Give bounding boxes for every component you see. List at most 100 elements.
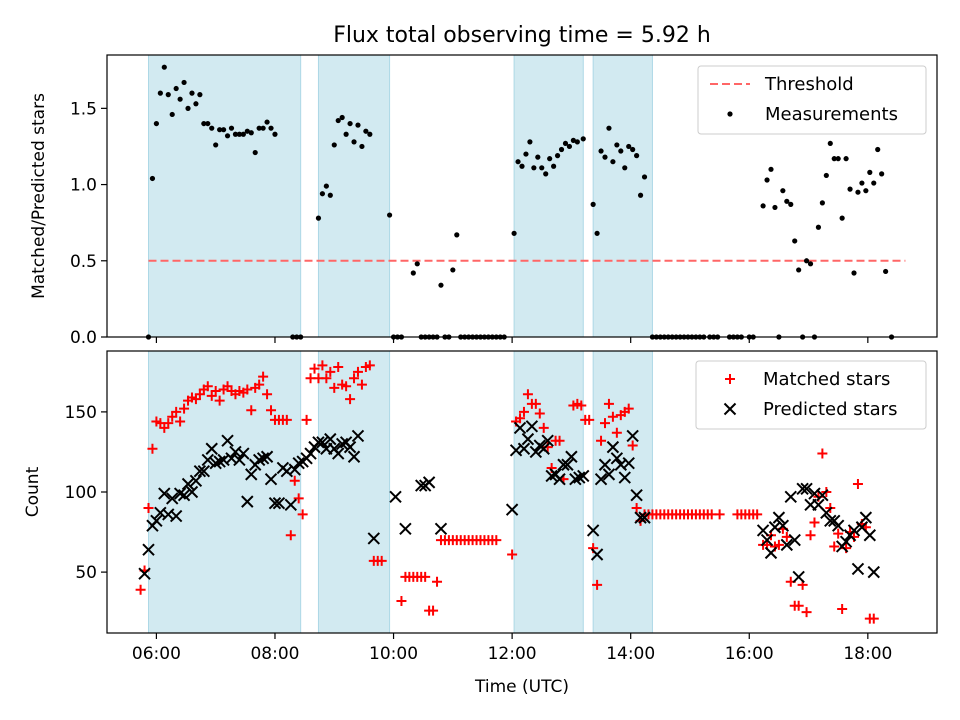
matched-star-point — [592, 579, 603, 590]
count-y-axis: 50 100 150 — [65, 403, 107, 583]
matched-star-point — [333, 362, 344, 373]
predicted-star-point — [389, 490, 402, 504]
predicted-star-point — [209, 456, 222, 470]
predicted-star-point — [859, 511, 873, 524]
measurement-point — [315, 215, 322, 221]
matched-star-point — [534, 408, 545, 419]
matched-star-point — [289, 475, 300, 486]
predicted-star-point — [205, 442, 218, 455]
measurement-point — [454, 232, 460, 238]
matched-star-point — [135, 584, 146, 595]
measurement-point — [606, 125, 612, 131]
measurements-legend-label: Measurements — [765, 104, 898, 125]
measurement-point — [566, 143, 573, 150]
measurement-point — [839, 215, 845, 221]
matched-star-point — [258, 371, 269, 382]
measurement-point — [531, 165, 537, 171]
observing-window-band — [148, 350, 302, 634]
predicted-star-point — [553, 472, 566, 486]
measurement-point — [792, 238, 798, 244]
predicted-star-point — [189, 474, 203, 487]
measurement-point — [244, 128, 250, 134]
matched-star-point — [352, 366, 363, 377]
measurement-point — [527, 139, 533, 145]
predicted-star-point — [847, 524, 861, 537]
predicted-star-point — [618, 471, 631, 484]
matched-star-point — [281, 414, 292, 425]
matched-star-point — [396, 595, 407, 606]
ratio-legend-box — [697, 65, 927, 135]
matched-star-point — [179, 403, 190, 414]
predicted-star-point — [800, 482, 813, 496]
matched-star-point — [623, 403, 634, 414]
measurement-point — [351, 139, 357, 145]
measurement-point — [819, 200, 825, 206]
measurement-point — [173, 85, 179, 92]
x-tick-label: 14:00 — [606, 644, 655, 664]
measurement-point — [511, 230, 517, 236]
matched-star-point — [254, 379, 265, 390]
observing-window-band — [513, 54, 584, 338]
measurement-point — [523, 151, 529, 157]
measurement-point — [594, 230, 600, 236]
measurement-point — [450, 267, 456, 273]
predicted-star-point — [173, 487, 187, 500]
measurement-point — [831, 156, 837, 162]
predicted-star-point — [367, 532, 380, 545]
predicted-star-point — [517, 442, 531, 455]
y-tick-label: 0.0 — [70, 328, 97, 348]
measurement-point — [580, 136, 586, 142]
predicted-star-point — [565, 450, 578, 463]
measurement-point — [807, 261, 814, 267]
measurement-point — [153, 120, 160, 127]
x-tick-label: 06:00 — [132, 644, 181, 664]
measurement-point — [335, 117, 341, 124]
matched-star-point — [317, 360, 328, 371]
measurement-point — [879, 171, 885, 177]
matched-star-point — [627, 440, 638, 451]
measurement-point — [760, 203, 766, 209]
matched-star-point — [329, 382, 340, 393]
measurement-point — [367, 131, 373, 137]
y-tick-label: 100 — [65, 483, 97, 503]
matched-star-point — [600, 418, 610, 429]
count-legend: Matched stars Predicted stars — [695, 360, 927, 430]
predicted-star-point — [213, 455, 226, 468]
matched-star-point — [805, 530, 816, 541]
measurement-point — [539, 165, 545, 171]
measurement-point — [764, 177, 770, 183]
observing-windows — [148, 54, 653, 338]
predicted-star-point — [399, 522, 412, 536]
matched-star-point — [515, 413, 526, 424]
predicted-legend-marker — [723, 402, 737, 416]
predicted-star-point — [772, 511, 786, 524]
measurement-point — [574, 139, 580, 145]
measurement-point — [622, 165, 628, 171]
matched-star-point — [242, 384, 253, 395]
measurement-point — [796, 267, 802, 273]
ratio-axes-frame — [106, 54, 938, 338]
matched-star-point — [793, 600, 804, 611]
matched-star-point — [376, 555, 387, 566]
predicted-star-point — [138, 567, 151, 580]
predicted-star-point — [622, 456, 635, 470]
matched-star-point — [285, 530, 296, 541]
predicted-star-point — [201, 453, 214, 467]
measurement-point — [205, 120, 211, 127]
matched-star-point — [538, 422, 549, 433]
measurement-point — [347, 120, 353, 127]
predicted-star-point — [594, 472, 608, 486]
predicted-star-point — [788, 533, 801, 547]
matched-star-point — [752, 509, 763, 520]
observing-window-band — [592, 54, 653, 338]
predicted-star-point — [610, 452, 624, 465]
predicted-star-point — [256, 452, 270, 465]
predicted-star-point — [185, 485, 199, 499]
predicted-star-point — [197, 464, 211, 478]
predicted-star-point — [634, 511, 647, 524]
matched-star-point — [364, 360, 375, 371]
measurement-point — [264, 119, 270, 125]
measurement-point — [867, 169, 873, 175]
matched-star-point — [147, 443, 158, 454]
matched-star-point — [214, 395, 225, 406]
